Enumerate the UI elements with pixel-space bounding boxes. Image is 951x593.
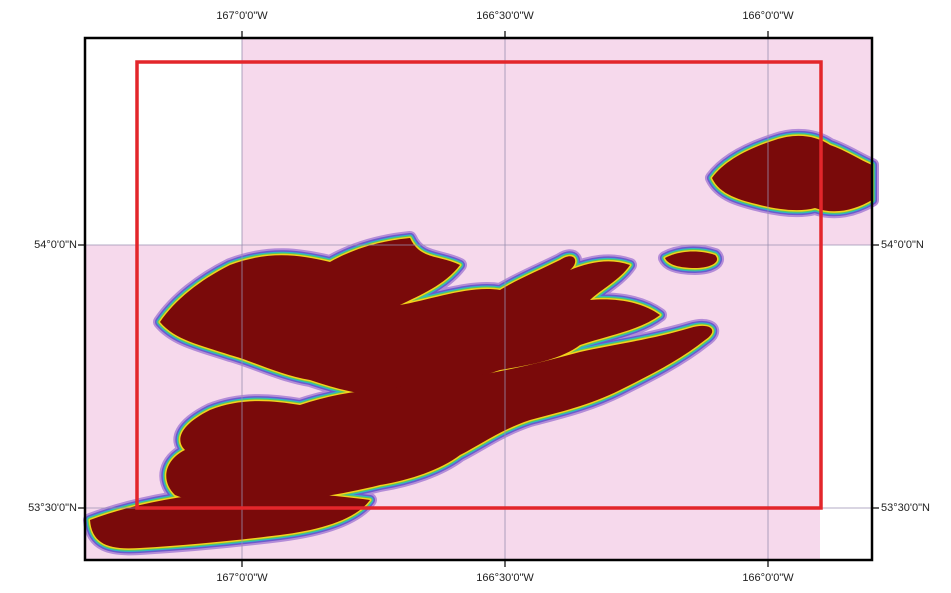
map: 167°0'0"W 166°30'0"W 166°0'0"W 167°0'0"W… [0, 0, 951, 588]
longitude-label: 166°0'0"W [742, 572, 794, 584]
latitude-label: 53°30'0"N [881, 502, 930, 514]
latitude-label: 53°30'0"N [28, 502, 77, 514]
latitude-label: 54°0'0"N [34, 239, 77, 251]
longitude-label: 167°0'0"W [216, 572, 268, 584]
longitude-label: 166°30'0"W [476, 10, 534, 22]
latitude-label: 54°0'0"N [881, 239, 924, 251]
longitude-label: 166°0'0"W [742, 10, 794, 22]
longitude-label: 167°0'0"W [216, 10, 268, 22]
longitude-label: 166°30'0"W [476, 572, 534, 584]
